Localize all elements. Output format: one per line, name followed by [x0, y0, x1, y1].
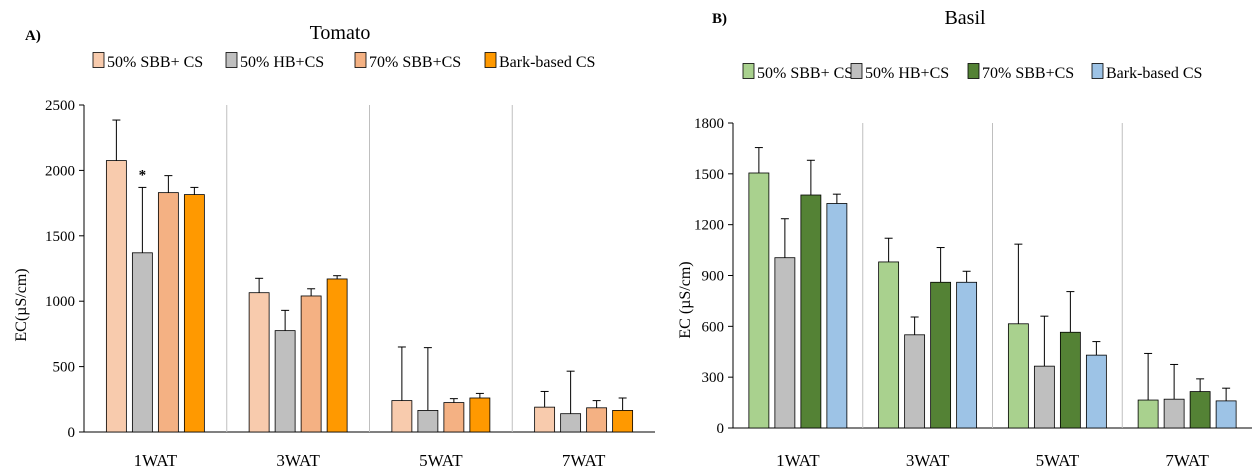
bar-7wat-series-1 — [534, 406, 556, 433]
legend-swatch — [484, 52, 497, 68]
y-tick-label: 300 — [702, 370, 725, 386]
legend-swatch — [225, 52, 238, 68]
bar-1wat-series-2 — [774, 257, 796, 429]
y-tick-label: 1500 — [45, 229, 75, 245]
x-tick-label: 3WAT — [276, 451, 320, 470]
bar-3wat-series-4 — [326, 278, 348, 433]
bar-1wat-series-1 — [748, 172, 770, 429]
legend-swatch — [850, 63, 863, 79]
y-tick-label: 900 — [702, 269, 725, 285]
bar-1wat-series-3 — [157, 192, 179, 433]
bar-1wat-series-1 — [105, 160, 127, 433]
bar-5wat-series-1 — [1007, 323, 1029, 429]
legend-label: 70% SBB+CS — [982, 65, 1074, 82]
bar-1wat-series-4 — [826, 203, 848, 429]
bar-7wat-series-3 — [1189, 391, 1211, 429]
x-tick-label: 1WAT — [134, 451, 178, 470]
bar-5wat-series-4 — [1085, 354, 1107, 429]
x-tick-label: 1WAT — [776, 451, 820, 470]
significance-marker: * — [139, 167, 147, 183]
x-tick-label: 5WAT — [419, 451, 463, 470]
x-tick-label: 7WAT — [562, 451, 606, 470]
bar-3wat-series-1 — [248, 292, 270, 433]
bar-1wat-series-2 — [131, 252, 153, 433]
bar-5wat-series-4 — [469, 397, 491, 433]
x-tick-label: 3WAT — [906, 451, 950, 470]
bar-1wat-series-3 — [800, 194, 822, 429]
x-tick-label: 7WAT — [1165, 451, 1209, 470]
legend-label: 50% SBB+ CS — [107, 54, 203, 71]
bar-5wat-series-3 — [1059, 331, 1081, 429]
bar-5wat-series-2 — [1033, 365, 1055, 429]
y-tick-label: 500 — [53, 360, 76, 376]
x-tick-label: 5WAT — [1036, 451, 1080, 470]
bar-3wat-series-4 — [956, 281, 978, 429]
y-tick-label: 2000 — [45, 163, 75, 179]
legend-label: Bark-based CS — [499, 54, 595, 71]
y-tick-label: 1200 — [694, 218, 724, 234]
y-axis-label-basil: EC (µS/cm) — [677, 261, 694, 338]
plot-area-tomato: 0 500 1000 1500 2000 2500 * 1WAT 3WAT 5WAT 7WAT — [45, 98, 655, 470]
bar-7wat-series-3 — [586, 407, 608, 433]
y-tick-label: 1500 — [694, 167, 724, 183]
bar-5wat-series-3 — [443, 402, 465, 433]
bar-3wat-series-1 — [878, 261, 900, 429]
bar-3wat-series-3 — [300, 295, 322, 433]
bar-3wat-series-2 — [274, 330, 296, 433]
legend-tomato: 50% SBB+ CS 50% HB+CS 70% SBB+CS Bark-based… — [92, 52, 595, 71]
legend-label: Bark-based CS — [1106, 65, 1202, 82]
legend-swatch — [742, 63, 755, 79]
y-tick-label: 1800 — [694, 116, 724, 132]
legend-basil: 50% SBB+ CS 50% HB+CS 70% SBB+CS Bark-based… — [742, 63, 1202, 82]
y-tick-label: 1000 — [45, 294, 75, 310]
panel-label-a: A) — [25, 28, 41, 44]
legend-swatch — [1091, 63, 1104, 79]
bar-3wat-series-3 — [930, 281, 952, 429]
bar-1wat-series-4 — [183, 194, 205, 433]
plot-area-basil: 0 300 600 900 1200 1500 1800 1WAT 3WAT 5WAT 7WAT — [694, 116, 1252, 470]
y-tick-label: 0 — [68, 425, 76, 441]
legend-swatch — [967, 63, 980, 79]
y-tick-label: 2500 — [45, 98, 75, 114]
legend-label: 70% SBB+CS — [369, 54, 461, 71]
legend-swatch — [354, 52, 367, 68]
bar-7wat-series-2 — [560, 413, 582, 433]
legend-label: 50% HB+CS — [865, 65, 949, 82]
bar-7wat-series-2 — [1163, 398, 1185, 429]
chart-title-tomato: Tomato — [310, 22, 371, 44]
panel-label-b: B) — [712, 11, 727, 27]
legend-label: 50% SBB+ CS — [757, 65, 853, 82]
bar-3wat-series-2 — [904, 334, 926, 429]
bar-5wat-series-2 — [417, 410, 439, 433]
y-tick-label: 0 — [717, 421, 725, 437]
bar-7wat-series-1 — [1137, 399, 1159, 429]
legend-label: 50% HB+CS — [240, 54, 324, 71]
legend-swatch — [92, 52, 105, 68]
y-tick-label: 600 — [702, 319, 725, 335]
bar-5wat-series-1 — [391, 400, 413, 433]
bar-7wat-series-4 — [1215, 400, 1237, 429]
chart-title-basil: Basil — [944, 7, 986, 29]
bar-7wat-series-4 — [612, 410, 634, 433]
y-axis-label-tomato: EC(µS/cm) — [13, 268, 30, 341]
